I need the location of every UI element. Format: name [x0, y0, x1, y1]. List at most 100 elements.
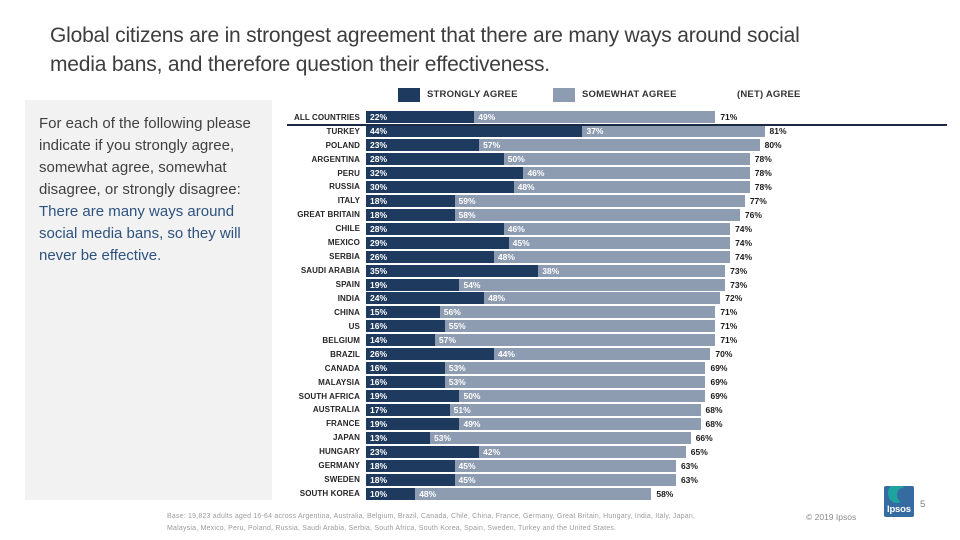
net-agree-label: 71% — [720, 112, 738, 123]
chart-row: MEXICO 29% 45% 74% — [278, 236, 954, 249]
bar-track: 28% 50% 78% — [366, 153, 954, 166]
net-agree-label: 68% — [705, 404, 723, 415]
chart-row: JAPAN 13% 53% 66% — [278, 431, 954, 445]
chart-row: US 16% 55% 71% — [278, 320, 954, 333]
strongly-agree-bar: 32% — [366, 167, 524, 179]
bar-track: 19% 54% 73% — [366, 278, 954, 291]
strongly-agree-bar: 10% — [366, 487, 416, 500]
somewhat-agree-bar: 48% — [513, 180, 750, 193]
chart-row: SPAIN 19% 54% 73% — [278, 278, 954, 291]
strongly-agree-bar: 22% — [366, 111, 475, 124]
somewhat-agree-bar: 49% — [459, 417, 701, 430]
country-label: FRANCE — [326, 419, 360, 429]
strongly-agree-bar: 35% — [366, 264, 539, 277]
strongly-agree-bar: 16% — [366, 376, 445, 389]
strongly-agree-bar: 29% — [366, 236, 509, 249]
slide-title: Global citizens are in strongest agreeme… — [50, 21, 940, 79]
strongly-agree-bar: 16% — [366, 362, 445, 375]
chart-row: MALAYSIA 16% 53% 69% — [278, 376, 954, 389]
net-agree-label: 74% — [735, 223, 753, 234]
net-agree-label: 72% — [725, 293, 743, 304]
net-agree-label: 78% — [754, 168, 772, 178]
bar-track: 29% 45% 74% — [366, 236, 954, 249]
net-agree-label: 71% — [720, 321, 738, 332]
bar-track: 18% 45% 63% — [366, 473, 954, 486]
strongly-agree-bar: 44% — [366, 125, 583, 138]
strongly-agree-bar: 23% — [366, 445, 480, 458]
strongly-agree-bar: 28% — [366, 222, 504, 235]
somewhat-agree-bar: 56% — [439, 306, 716, 319]
somewhat-agree-bar: 42% — [479, 445, 686, 458]
bar-track: 13% 53% 66% — [366, 431, 954, 444]
page-number: 5 — [920, 499, 926, 510]
strongly-agree-bar: 19% — [366, 278, 460, 291]
net-agree-label: 63% — [680, 460, 698, 471]
strongly-agree-bar: 19% — [366, 390, 460, 402]
chart-row: AUSTRALIA 17% 51% 68% — [278, 403, 954, 417]
chart-row: SERBIA 26% 48% 74% — [278, 250, 954, 263]
net-agree-label: 73% — [730, 265, 748, 276]
country-label: SOUTH KOREA — [299, 489, 360, 499]
country-label: MEXICO — [327, 238, 360, 248]
net-agree-label: 74% — [735, 251, 753, 262]
bar-track: 16% 53% 69% — [366, 376, 954, 389]
net-agree-label: 74% — [735, 237, 753, 248]
somewhat-agree-bar: 57% — [479, 139, 760, 152]
logo-wordmark: Ipsos — [887, 504, 911, 515]
bar-track: 10% 48% 58% — [366, 487, 954, 500]
strongly-agree-bar: 17% — [366, 403, 450, 416]
stacked-bar-chart: ALL COUNTRIES 22% 49% 71% TURKEY 44% 37% 81% POL… — [278, 111, 954, 500]
bar-track: 23% 57% 80% — [366, 139, 954, 152]
bar-track: 30% 48% 78% — [366, 180, 954, 193]
chart-row: SOUTH AFRICA 19% 50% 69% — [278, 390, 954, 403]
country-label: GREAT BRITAIN — [297, 210, 360, 220]
chart-row: ITALY 18% 59% 77% — [278, 194, 954, 208]
somewhat-agree-bar: 46% — [523, 167, 750, 179]
country-label: ARGENTINA — [311, 154, 360, 164]
somewhat-agree-bar: 57% — [434, 334, 716, 347]
country-label: SAUDI ARABIA — [300, 266, 360, 276]
chart-row: POLAND 23% 57% 80% — [278, 139, 954, 152]
somewhat-agree-bar: 45% — [508, 236, 731, 249]
chart-row: SWEDEN 18% 45% 63% — [278, 473, 954, 486]
strongly-agree-bar: 19% — [366, 417, 460, 430]
somewhat-agree-bar: 48% — [484, 292, 721, 305]
logo-face-icon — [897, 488, 909, 502]
somewhat-agree-bar: 48% — [493, 250, 731, 263]
strongly-agree-bar: 28% — [366, 153, 504, 166]
bar-track: 22% 49% 71% — [366, 111, 954, 124]
somewhat-agree-bar: 59% — [454, 194, 745, 207]
slide-title-line1: Global citizens are in strongest agreeme… — [50, 24, 800, 47]
ipsos-logo: Ipsos — [884, 486, 914, 517]
bar-track: 16% 53% 69% — [366, 362, 954, 375]
somewhat-agree-bar: 53% — [444, 362, 706, 375]
bar-track: 32% 46% 78% — [366, 167, 954, 179]
chart-row: BRAZIL 26% 44% 70% — [278, 348, 954, 361]
legend-label: STRONGLY AGREE — [427, 89, 518, 100]
net-agree-label: 71% — [720, 335, 738, 346]
net-agree-label: 78% — [754, 154, 772, 165]
strongly-agree-bar: 23% — [366, 139, 480, 152]
country-label: US — [348, 321, 360, 331]
chart-row: ARGENTINA 28% 50% 78% — [278, 153, 954, 166]
country-label: SERBIA — [329, 252, 360, 262]
country-label: PERU — [337, 168, 360, 178]
country-label: CHILE — [335, 224, 360, 234]
bar-track: 15% 56% 71% — [366, 306, 954, 319]
bar-track: 16% 55% 71% — [366, 320, 954, 333]
net-agree-label: 63% — [680, 474, 698, 485]
strongly-agree-bar: 15% — [366, 306, 440, 319]
chart-row: CHILE 28% 46% 74% — [278, 222, 954, 236]
legend-item-net-agree: (NET) AGREE — [737, 87, 801, 102]
strongly-agree-bar: 18% — [366, 459, 455, 472]
strongly-agree-bar: 30% — [366, 180, 514, 193]
country-label: INDIA — [337, 293, 360, 303]
net-agree-label: 68% — [705, 418, 723, 429]
net-agree-label: 70% — [715, 349, 733, 360]
chart-row: CHINA 15% 56% 71% — [278, 306, 954, 319]
copyright-text: © 2019 Ipsos — [806, 512, 857, 522]
bar-track: 35% 38% 73% — [366, 264, 954, 277]
country-label: GERMANY — [318, 461, 360, 471]
strongly-agree-bar: 16% — [366, 320, 445, 333]
